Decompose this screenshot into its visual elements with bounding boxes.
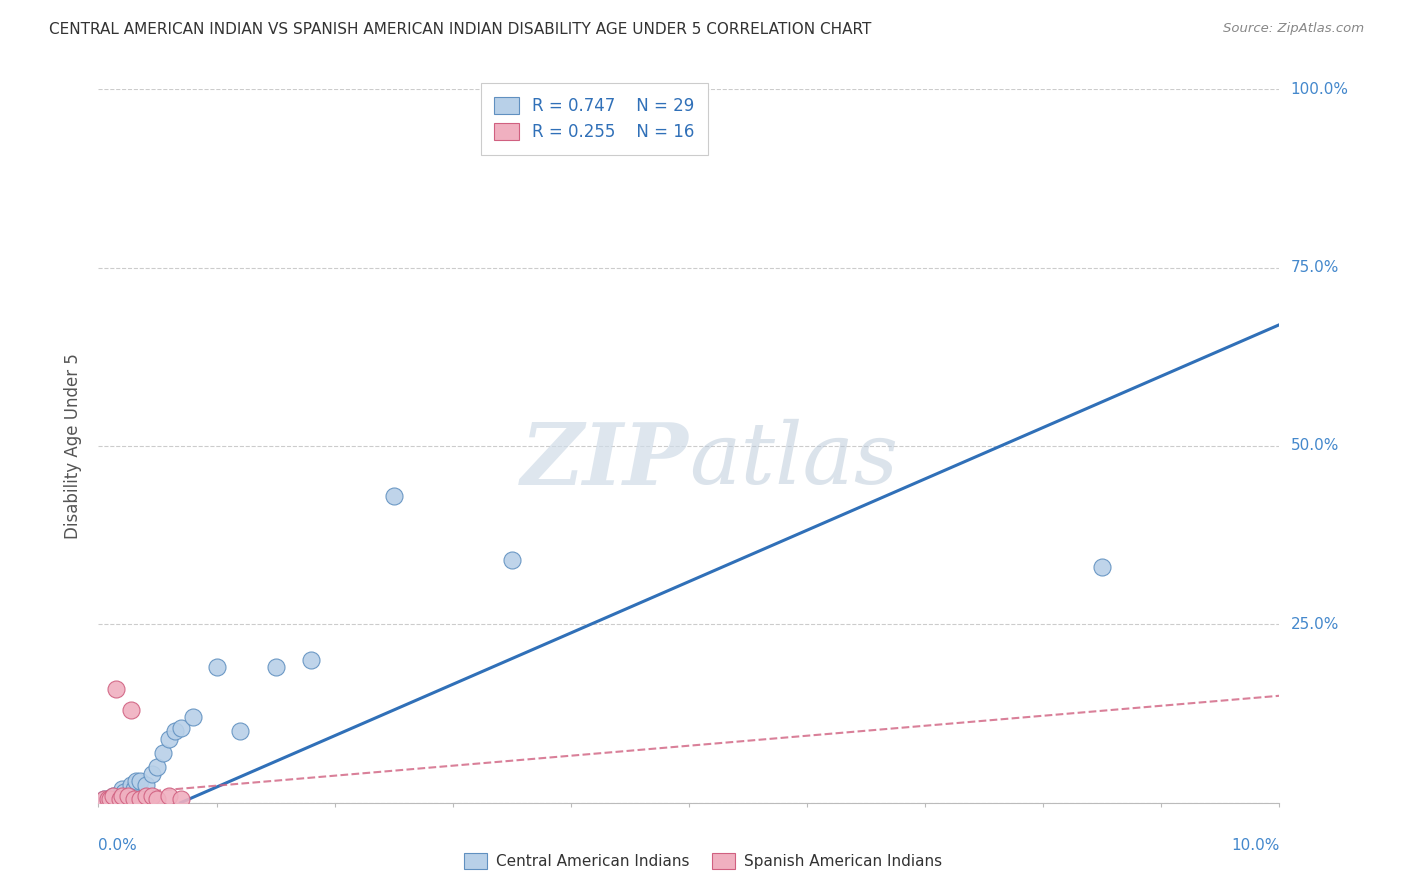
Point	[128, 774, 150, 789]
Point	[105, 681, 128, 696]
Point	[111, 789, 134, 803]
Point	[98, 792, 121, 806]
Point	[299, 653, 322, 667]
Point	[122, 792, 145, 806]
Text: CENTRAL AMERICAN INDIAN VS SPANISH AMERICAN INDIAN DISABILITY AGE UNDER 5 CORREL: CENTRAL AMERICAN INDIAN VS SPANISH AMERI…	[49, 22, 872, 37]
Point	[170, 721, 193, 735]
Point	[101, 789, 124, 803]
Point	[108, 792, 131, 806]
Point	[117, 789, 139, 803]
Point	[97, 792, 120, 806]
Point	[141, 789, 163, 803]
Point	[141, 767, 163, 781]
Text: 0.0%: 0.0%	[98, 838, 138, 854]
Point	[157, 789, 180, 803]
Text: Source: ZipAtlas.com: Source: ZipAtlas.com	[1223, 22, 1364, 36]
Point	[111, 781, 134, 796]
Point	[122, 781, 145, 796]
Point	[97, 792, 120, 806]
Point	[93, 792, 115, 806]
Point	[117, 789, 139, 803]
Point	[135, 789, 157, 803]
Point	[1091, 560, 1114, 574]
Point	[152, 746, 174, 760]
Point	[125, 774, 148, 789]
Point	[170, 792, 193, 806]
Point	[128, 792, 150, 806]
Text: 10.0%: 10.0%	[1232, 838, 1279, 854]
Point	[181, 710, 204, 724]
Point	[98, 792, 121, 806]
Point	[501, 553, 523, 567]
Point	[108, 789, 131, 803]
Text: 75.0%: 75.0%	[1291, 260, 1339, 275]
Y-axis label: Disability Age Under 5: Disability Age Under 5	[65, 353, 83, 539]
Point	[264, 660, 287, 674]
Text: 100.0%: 100.0%	[1291, 82, 1348, 96]
Text: ZIP: ZIP	[522, 418, 689, 502]
Point	[121, 778, 143, 792]
Point	[93, 792, 115, 806]
Point	[105, 792, 128, 806]
Point	[229, 724, 252, 739]
Point	[382, 489, 405, 503]
Text: atlas: atlas	[689, 419, 898, 501]
Point	[121, 703, 143, 717]
Text: 25.0%: 25.0%	[1291, 617, 1339, 632]
Point	[135, 778, 157, 792]
Text: 50.0%: 50.0%	[1291, 439, 1339, 453]
Point	[146, 760, 169, 774]
Point	[205, 660, 228, 674]
Point	[112, 785, 135, 799]
Legend: Central American Indians, Spanish American Indians: Central American Indians, Spanish Americ…	[457, 847, 949, 875]
Legend: R = 0.747    N = 29, R = 0.255    N = 16: R = 0.747 N = 29, R = 0.255 N = 16	[481, 83, 709, 154]
Point	[165, 724, 187, 739]
Point	[101, 789, 124, 803]
Point	[157, 731, 180, 746]
Point	[678, 82, 700, 96]
Point	[146, 792, 169, 806]
